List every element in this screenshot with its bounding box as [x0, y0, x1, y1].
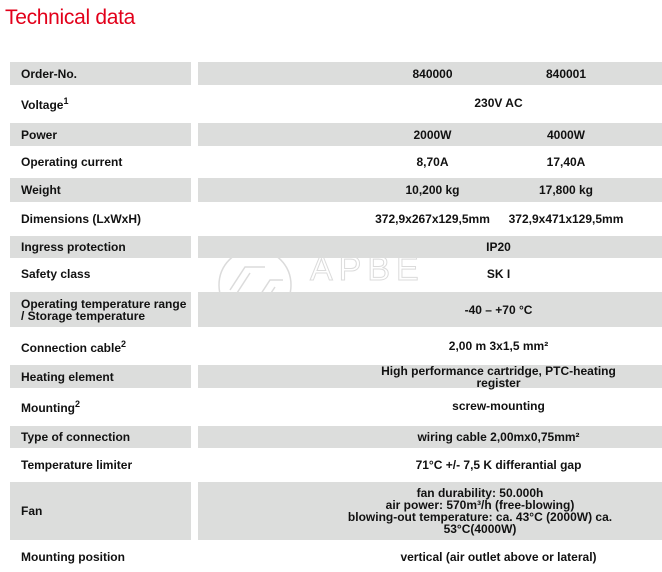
value-shared: screw-mounting	[452, 399, 545, 413]
label-text: Order-No.	[21, 66, 78, 81]
row-values: High performance cartridge, PTC-heating …	[198, 364, 662, 390]
value-840000: 840000	[412, 66, 453, 81]
row-label: Mounting position	[10, 542, 191, 572]
row-values: 71°C +/- 7,5 K differantial gap	[198, 450, 662, 480]
row-values: 2,00 m 3x1,5 mm²	[198, 330, 662, 362]
row-values: -40 – +70 °C	[198, 292, 662, 327]
value-shared: High performance cartridge, PTC-heating …	[381, 364, 616, 390]
row-values: 10,200 kg 17,800 kg	[198, 178, 662, 202]
row-label: Weight	[10, 178, 191, 202]
table-row: Ingress protection IP20	[0, 236, 662, 258]
value-shared: 71°C +/- 7,5 K differantial gap	[415, 458, 582, 472]
page-title: Technical data	[5, 6, 136, 29]
label-text: Operating current	[21, 155, 123, 169]
value-840000: 372,9x267x129,5mm	[375, 212, 490, 226]
table-row: Operating temperature range / Storage te…	[0, 292, 662, 327]
label-text: Fan	[21, 504, 43, 518]
value-line: air power: 570m³/h (free-blowing)	[385, 498, 575, 512]
label-text: Operating temperature range / Storage te…	[21, 296, 187, 323]
table-row: Operating current 8,70A 17,40A	[0, 148, 662, 176]
value-840001: 4000W	[546, 127, 586, 142]
label-text: Voltage	[21, 98, 64, 112]
row-label: Safety class	[10, 260, 191, 288]
label-text: Mounting	[21, 401, 75, 415]
footnote-marker: 1	[63, 96, 69, 106]
value-line: fan durability: 50.000h	[416, 486, 544, 500]
value-shared: -40 – +70 °C	[464, 302, 533, 317]
row-values: wiring cable 2,00mx0,75mm²	[198, 426, 662, 448]
row-label: Voltage1	[10, 88, 191, 118]
table-row: Heating element High performance cartridg…	[0, 364, 662, 390]
label-text: Temperature limiter	[21, 458, 133, 472]
value-shared: 2,00 m 3x1,5 mm²	[448, 339, 549, 353]
row-values: 230V AC	[198, 88, 662, 118]
value-shared: vertical (air outlet above or lateral)	[400, 550, 597, 564]
row-values: 8,70A 17,40A	[198, 148, 662, 176]
row-label: Ingress protection	[10, 236, 191, 258]
row-values: 372,9x267x129,5mm 372,9x471x129,5mm	[198, 204, 662, 234]
table-row: Connection cable2 2,00 m 3x1,5 mm²	[0, 330, 662, 362]
label-text: Weight	[21, 183, 61, 197]
row-values: 2000W 4000W	[198, 123, 662, 146]
table-row: Voltage1 230V AC	[0, 88, 662, 118]
table-row: Weight 10,200 kg 17,800 kg	[0, 178, 662, 202]
row-label: Order-No.	[10, 62, 191, 85]
row-label: Dimensions (LxWxH)	[10, 204, 191, 234]
row-values: 840000 840001	[198, 62, 662, 85]
label-text: Safety class	[21, 267, 91, 281]
label-text: Connection cable	[21, 341, 122, 355]
row-label: Heating element	[10, 365, 191, 388]
row-values: vertical (air outlet above or lateral)	[198, 542, 662, 572]
table-row: Power 2000W 4000W	[0, 123, 662, 146]
label-text: Power	[21, 127, 58, 142]
label-text: Type of connection	[21, 430, 131, 444]
row-label: Type of connection	[10, 426, 191, 448]
row-values: fan durability: 50.000h air power: 570m³/…	[198, 482, 662, 540]
value-840000: 10,200 kg	[405, 183, 460, 197]
value-840000: 2000W	[413, 127, 452, 142]
label-text: Mounting position	[21, 550, 125, 564]
label-text: Dimensions (LxWxH)	[21, 212, 142, 226]
row-label: Connection cable2	[10, 330, 191, 362]
label-text: Heating element	[21, 369, 114, 384]
table-row: Safety class SK I	[0, 260, 662, 288]
table-row: Dimensions (LxWxH) 372,9x267x129,5mm 372,9…	[0, 204, 662, 234]
value-840000: 8,70A	[416, 155, 449, 169]
table-row: Temperature limiter 71°C +/- 7,5 K differ…	[0, 450, 662, 480]
value-840001: 372,9x471x129,5mm	[508, 212, 624, 226]
technical-data-table: Order-No. 840000 840001 Voltage1 230V AC Powe…	[0, 62, 662, 572]
row-label: Operating temperature range / Storage te…	[10, 292, 191, 327]
footnote-marker: 2	[121, 339, 127, 349]
value-line: blowing-out temperature: ca. 43°C (2000W…	[347, 510, 613, 536]
table-row: Mounting2 screw-mounting	[0, 390, 662, 422]
row-values: SK I	[198, 260, 662, 288]
value-840001: 840001	[545, 66, 587, 81]
value-multiline: fan durability: 50.000h air power: 570m³/…	[198, 487, 632, 535]
value-840001: 17,40A	[546, 155, 586, 169]
table-row: Order-No. 840000 840001	[0, 62, 662, 85]
row-label: Power	[10, 123, 191, 146]
table-row: Mounting position vertical (air outlet ab…	[0, 542, 662, 572]
value-shared: 230V AC	[474, 96, 523, 110]
label-text: Ingress protection	[21, 240, 126, 254]
row-values: screw-mounting	[198, 390, 662, 422]
value-840001: 17,800 kg	[538, 183, 594, 197]
row-label: Operating current	[10, 148, 191, 176]
value-shared: IP20	[486, 240, 511, 254]
table-row: Fan fan durability: 50.000h air power: 570…	[0, 482, 662, 540]
footnote-marker: 2	[74, 399, 80, 409]
row-label: Mounting2	[10, 390, 191, 422]
value-shared: SK I	[486, 267, 511, 281]
row-values: IP20	[198, 236, 662, 258]
row-label: Fan	[10, 482, 191, 540]
table-row: Type of connection wiring cable 2,00mx0,7…	[0, 426, 662, 448]
value-shared: wiring cable 2,00mx0,75mm²	[417, 430, 580, 444]
row-label: Temperature limiter	[10, 450, 191, 480]
